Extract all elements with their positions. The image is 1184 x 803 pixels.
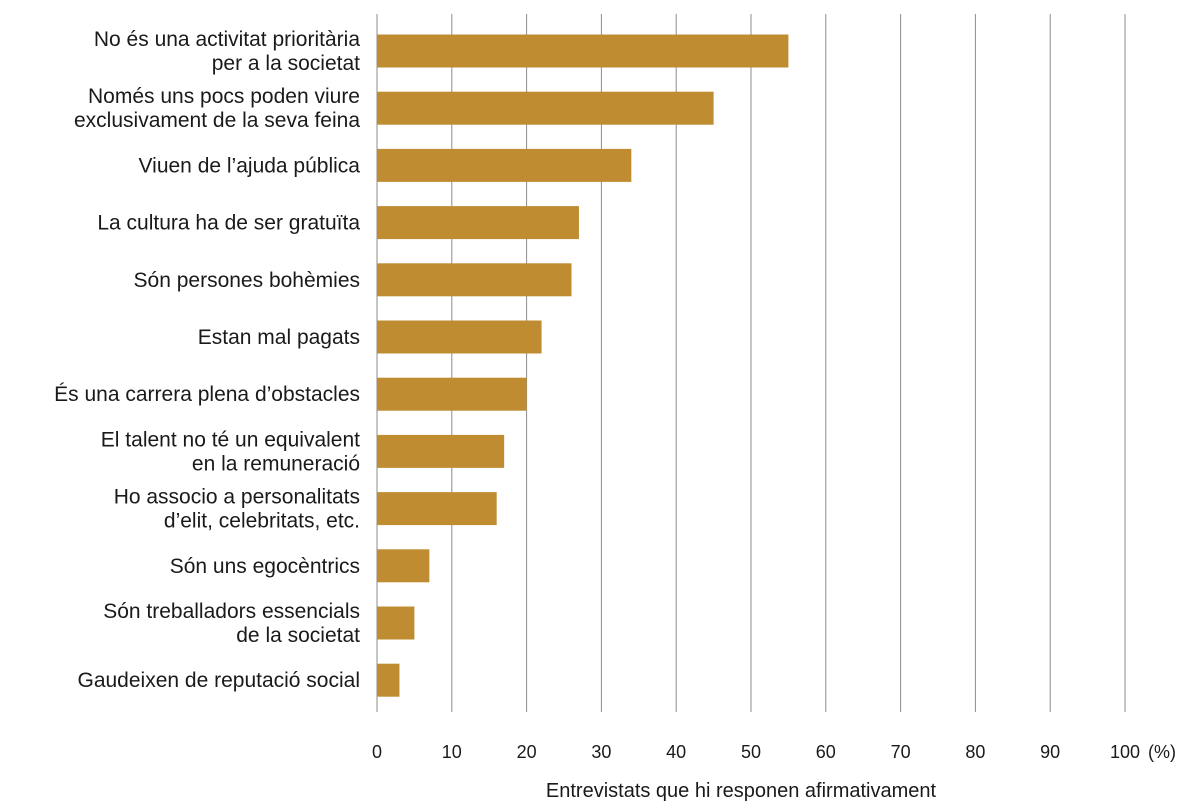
category-label-line: per a la societat	[212, 52, 360, 75]
bar	[377, 148, 632, 182]
x-tick-label: 20	[517, 742, 537, 762]
category-label-line: exclusivament de la seva feina	[74, 109, 360, 132]
category-label: Viuen de l’ajuda pública	[139, 154, 361, 177]
bar	[377, 34, 789, 68]
x-tick-labels: 0 10 20 30 40 50 60 70 80 90 100	[372, 742, 1140, 762]
gridlines	[376, 14, 1126, 712]
bar	[377, 549, 430, 583]
category-label-line: de la societat	[236, 624, 360, 647]
category-label-line: d’elit, celebritats, etc.	[164, 510, 360, 533]
category-label: Són treballadors essencials de la societa…	[103, 600, 360, 647]
category-label-line: És una carrera plena d’obstacles	[54, 383, 360, 406]
x-tick-label: 30	[591, 742, 611, 762]
x-tick-label: 0	[372, 742, 382, 762]
category-label-line: Estan mal pagats	[198, 326, 360, 349]
bar	[377, 606, 415, 640]
bar	[377, 377, 527, 411]
category-label-line: El talent no té un equivalent	[101, 428, 360, 451]
category-label: El talent no té un equivalent en la remun…	[101, 428, 360, 475]
category-label-line: Gaudeixen de reputació social	[77, 669, 360, 692]
x-tick-label: 10	[442, 742, 462, 762]
category-label-line: Són persones bohèmies	[134, 269, 360, 292]
x-tick-label: 40	[666, 742, 686, 762]
category-label-line: La cultura ha de ser gratuïta	[97, 212, 360, 235]
category-label-line: Viuen de l’ajuda pública	[139, 154, 361, 177]
bar	[377, 263, 572, 297]
x-axis-title: Entrevistats que hi responen afirmativam…	[546, 780, 937, 802]
bar	[377, 206, 579, 240]
category-label: Estan mal pagats	[198, 326, 360, 349]
category-label-line: Ho associo a personalitats	[114, 486, 360, 509]
bar	[377, 492, 497, 526]
category-label: Gaudeixen de reputació social	[77, 669, 360, 692]
category-label: Són persones bohèmies	[134, 269, 360, 292]
x-tick-label: 70	[891, 742, 911, 762]
bar	[377, 91, 714, 125]
category-label: Són uns egocèntrics	[170, 555, 360, 578]
category-label: És una carrera plena d’obstacles	[54, 383, 360, 406]
bar	[377, 663, 400, 697]
category-label-line: en la remuneració	[192, 452, 360, 475]
x-tick-label: 90	[1040, 742, 1060, 762]
category-label: No és una activitat prioritària per a la …	[94, 28, 360, 75]
bar	[377, 434, 505, 468]
x-tick-label: 60	[816, 742, 836, 762]
category-label: La cultura ha de ser gratuïta	[97, 212, 360, 235]
category-labels: No és una activitat prioritària per a la …	[54, 28, 360, 692]
x-unit-label: (%)	[1148, 742, 1176, 762]
category-label: Ho associo a personalitats d’elit, celebr…	[114, 486, 360, 533]
x-tick-label: 100	[1110, 742, 1140, 762]
category-label-line: Són uns egocèntrics	[170, 555, 360, 578]
category-label: Només uns pocs poden viure exclusivament …	[74, 85, 360, 132]
category-label-line: Són treballadors essencials	[103, 600, 360, 623]
bar	[377, 320, 542, 354]
x-tick-label: 50	[741, 742, 761, 762]
bars	[377, 34, 789, 697]
x-tick-label: 80	[965, 742, 985, 762]
category-label-line: Només uns pocs poden viure	[88, 85, 360, 108]
category-label-line: No és una activitat prioritària	[94, 28, 360, 51]
